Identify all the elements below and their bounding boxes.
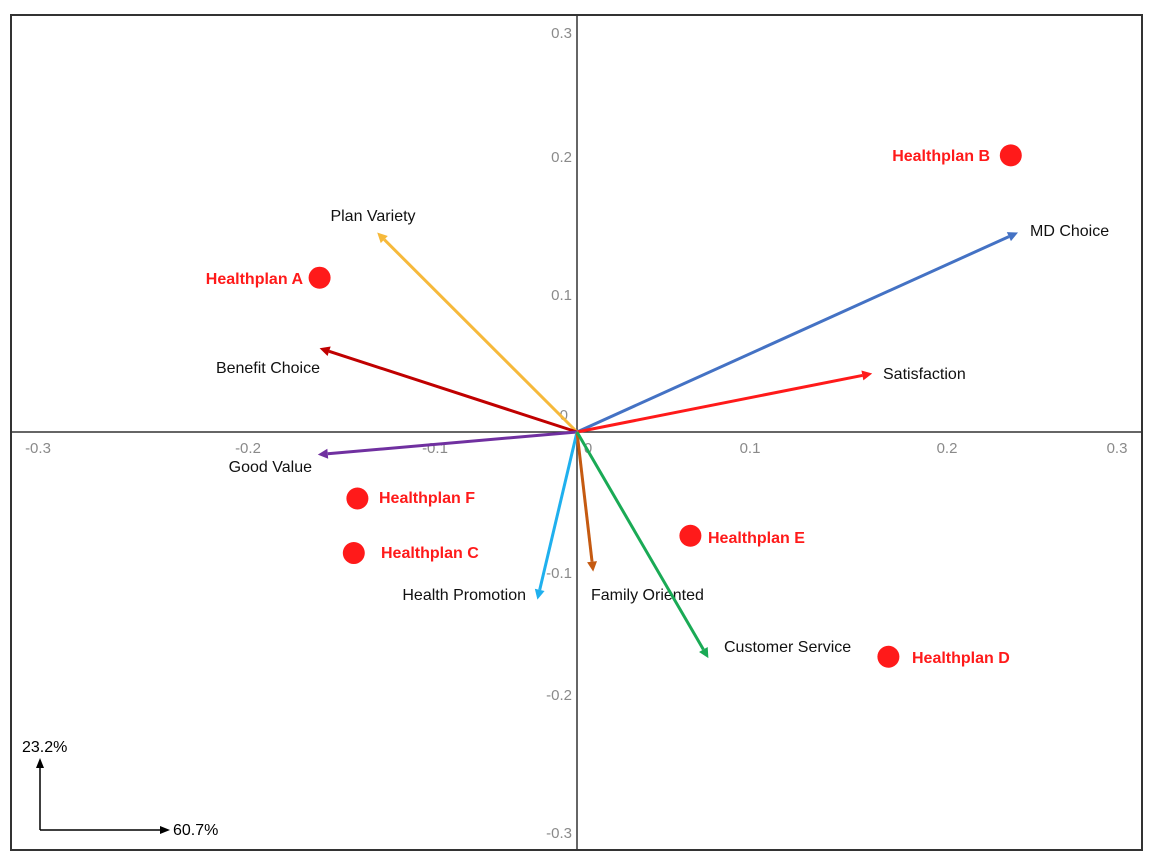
data-point: [877, 645, 900, 668]
vector-line: [576, 373, 863, 434]
y-tick-label: 0: [560, 407, 568, 424]
vector-line: [327, 430, 578, 456]
vector-label: Plan Variety: [330, 208, 415, 225]
point-label: Healthplan E: [708, 530, 805, 547]
y-variance-label: 23.2%: [22, 739, 67, 756]
vector-arrowhead: [317, 448, 329, 459]
x-tick-label: -0.2: [235, 440, 261, 457]
y-tick-label: 0.1: [551, 287, 572, 304]
y-tick-label: 0.3: [551, 25, 572, 42]
y-tick-label: -0.1: [546, 565, 572, 582]
y-tick-label: -0.3: [546, 825, 572, 842]
vector-arrowhead: [1006, 232, 1018, 242]
data-point: [342, 542, 365, 565]
point-label: Healthplan B: [892, 148, 990, 165]
vector-label: Satisfaction: [883, 366, 966, 383]
vector-label: Health Promotion: [402, 587, 526, 604]
vector-line: [575, 431, 594, 562]
variance-indicator: 23.2% 60.7%: [22, 739, 218, 839]
point-label: Healthplan D: [912, 650, 1010, 667]
x-tick-label: 0.3: [1107, 440, 1128, 457]
vector-line: [538, 431, 579, 591]
point-label: Healthplan A: [206, 271, 304, 288]
data-point: [346, 487, 369, 510]
vector-line: [328, 349, 578, 434]
vector-arrowhead: [861, 370, 873, 381]
vector-label: Customer Service: [724, 639, 851, 656]
vector-label: MD Choice: [1030, 223, 1109, 240]
point-label: Healthplan F: [379, 490, 475, 507]
vector-line: [383, 238, 579, 434]
data-point: [308, 266, 331, 289]
vector-label: Benefit Choice: [216, 360, 320, 377]
vector-arrowhead: [534, 588, 545, 600]
vector-arrowhead: [319, 346, 331, 357]
x-tick-label: 0.2: [937, 440, 958, 457]
x-tick-label: 0.1: [740, 440, 761, 457]
vector-label: Good Value: [229, 459, 312, 476]
vector-line: [575, 431, 705, 651]
vector-arrowhead: [587, 561, 598, 572]
vector-arrowhead: [377, 232, 388, 244]
data-point: [679, 524, 702, 547]
y-tick-label: -0.2: [546, 687, 572, 704]
y-tick-label: 0.2: [551, 149, 572, 166]
x-tick-label: -0.3: [25, 440, 51, 457]
data-point: [999, 144, 1022, 167]
vector-line: [576, 235, 1010, 434]
x-variance-label: 60.7%: [173, 822, 218, 839]
point-label: Healthplan C: [381, 545, 479, 562]
vector-arrowhead: [699, 646, 709, 659]
vector-label: Family Oriented: [591, 587, 704, 604]
